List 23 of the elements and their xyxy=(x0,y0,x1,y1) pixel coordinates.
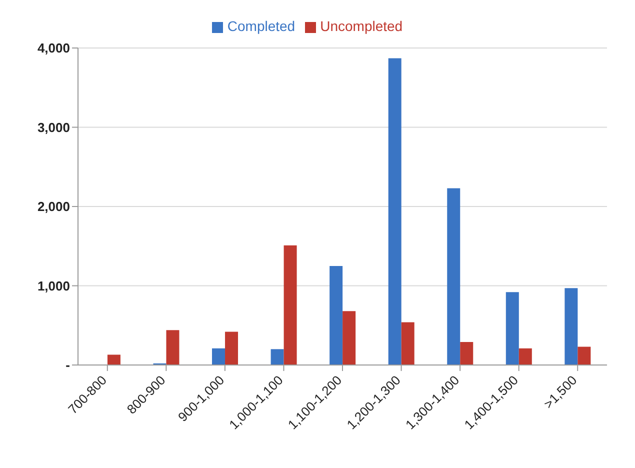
bar xyxy=(460,342,474,365)
y-tick-label: 2,000 xyxy=(37,199,70,214)
bar xyxy=(518,348,532,365)
bar xyxy=(270,349,284,365)
bar xyxy=(564,288,578,365)
bar xyxy=(284,245,297,365)
bar xyxy=(506,292,519,365)
bar xyxy=(107,354,120,365)
bar xyxy=(401,322,414,365)
bar xyxy=(578,346,591,365)
bar xyxy=(225,332,238,365)
y-tick-label: 3,000 xyxy=(37,120,70,135)
bar xyxy=(447,188,460,365)
bar xyxy=(212,348,226,365)
y-tick-label: - xyxy=(66,358,70,373)
legend-label: Uncompleted xyxy=(320,18,403,34)
bar xyxy=(342,311,356,365)
y-tick-label: 1,000 xyxy=(37,278,70,294)
bar xyxy=(330,266,343,365)
legend-label: Completed xyxy=(227,18,296,34)
bar xyxy=(166,330,180,365)
bar xyxy=(388,58,402,365)
y-tick-label: 4,000 xyxy=(37,40,70,56)
